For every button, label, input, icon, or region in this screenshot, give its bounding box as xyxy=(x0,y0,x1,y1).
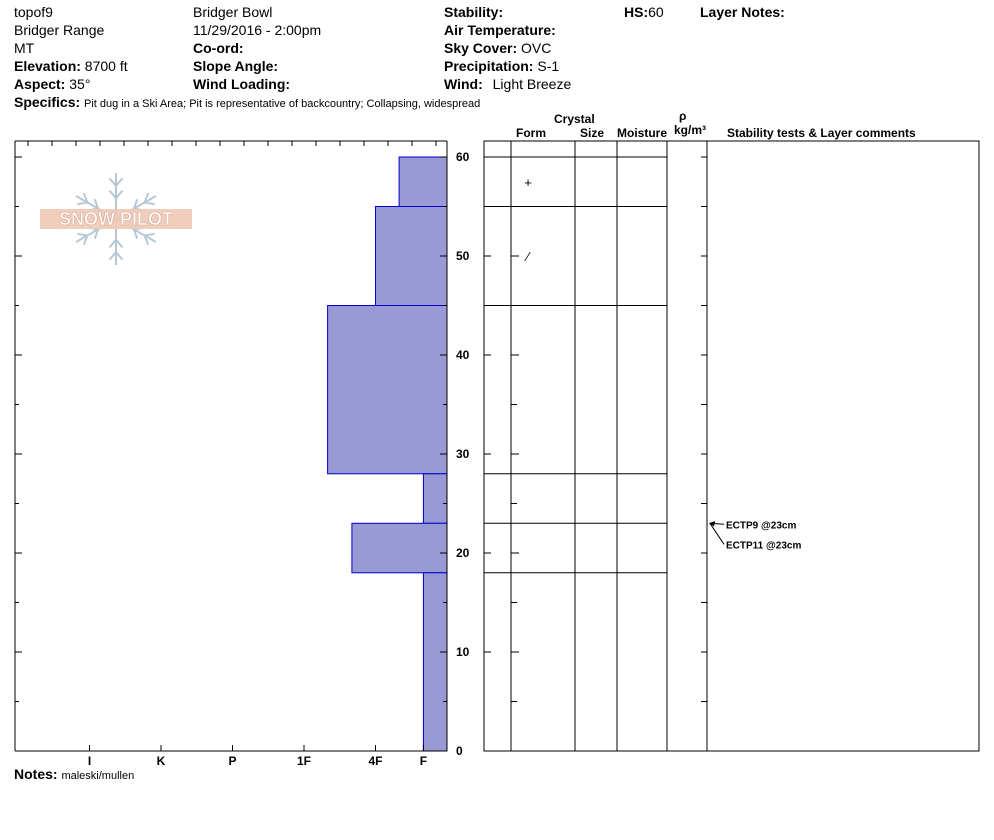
aspect-label: Aspect: xyxy=(14,76,66,92)
hardness-layer-bar-5 xyxy=(351,522,448,574)
location-name: Bridger Bowl xyxy=(193,4,273,20)
hardness-tick-label: P xyxy=(228,754,236,768)
notes-row: Notes: maleski/mullen xyxy=(14,766,134,785)
hardness-tick-label: F xyxy=(420,754,427,768)
specifics-text: Pit dug in a Ski Area; Pit is representa… xyxy=(84,98,481,110)
depth-tick-label: 40 xyxy=(456,348,470,362)
hs-row: HS:60 xyxy=(624,4,664,21)
air-temperature-label: Air Temperature: xyxy=(444,22,556,38)
snowpilot-logo-text: SNOW PILOT xyxy=(59,209,173,229)
crystal-header: Crystal xyxy=(554,112,595,126)
sky-cover-row: Sky Cover: OVC xyxy=(444,40,551,57)
hardness-layer-bar-2 xyxy=(375,206,448,306)
elevation-value: 8700 ft xyxy=(84,58,128,74)
depth-tick-label: 20 xyxy=(456,546,470,560)
crystal-form-symbol: + xyxy=(524,175,532,190)
hs-value: 60 xyxy=(648,4,664,20)
size-header: Size xyxy=(580,126,605,140)
notes-text: maleski/mullen xyxy=(61,770,135,782)
density-unit-header: kg/m³ xyxy=(674,123,707,137)
crystal-form-symbol: ⁄ xyxy=(524,249,531,264)
stability-test-label: ECTP11 @23cm xyxy=(726,540,801,551)
wind-row: Wind: Light Breeze xyxy=(444,76,571,93)
notes-label: Notes: xyxy=(14,766,58,782)
hardness-layer-bar-1 xyxy=(398,156,448,207)
slope-angle-label: Slope Angle: xyxy=(193,58,279,74)
precipitation-row: Precipitation: S-1 xyxy=(444,58,559,75)
sky-cover-value: OVC xyxy=(521,40,552,56)
stability-label: Stability: xyxy=(444,4,504,20)
snowpilot-logo: SNOW PILOT xyxy=(40,173,192,265)
aspect-row: Aspect: 35° xyxy=(14,76,90,93)
hardness-tick-label: I xyxy=(88,754,91,768)
hardness-tick-label: 1F xyxy=(297,754,311,768)
hardness-tick-label: 4F xyxy=(368,754,382,768)
moisture-header: Moisture xyxy=(617,126,668,140)
elevation-row: Elevation: 8700 ft xyxy=(14,58,128,75)
stability-tests-header: Stability tests & Layer comments xyxy=(727,126,916,140)
state-name: MT xyxy=(14,40,35,56)
stability-test-label: ECTP9 @23cm xyxy=(726,520,796,531)
layer-notes-label: Layer Notes: xyxy=(700,4,785,20)
wind-label: Wind: xyxy=(444,76,483,92)
aspect-value: 35° xyxy=(69,76,91,92)
coord-label: Co-ord: xyxy=(193,40,244,56)
hardness-layer-bar-6 xyxy=(422,572,448,752)
depth-tick-label: 30 xyxy=(456,447,470,461)
wind-loading-label: Wind Loading: xyxy=(193,76,291,92)
depth-tick-label: 50 xyxy=(456,249,470,263)
stability-test-arrow xyxy=(709,521,715,527)
hs-label: HS: xyxy=(624,4,649,20)
depth-tick-label: 60 xyxy=(456,150,470,164)
specifics-row: Specifics: Pit dug in a Ski Area; Pit is… xyxy=(14,94,480,113)
precipitation-label: Precipitation: xyxy=(444,58,534,74)
form-header: Form xyxy=(516,126,546,140)
range-name: Bridger Range xyxy=(14,22,105,38)
hardness-tick-label: K xyxy=(157,754,166,768)
stability-test-leader xyxy=(709,523,725,545)
layer-table-frame xyxy=(483,140,980,752)
wind-value: Light Breeze xyxy=(492,76,572,92)
specifics-label: Specifics: xyxy=(14,94,81,110)
hardness-layer-bar-3 xyxy=(327,305,448,475)
depth-tick-label: 10 xyxy=(456,645,470,659)
sky-cover-label: Sky Cover: xyxy=(444,40,518,56)
depth-tick-label: 0 xyxy=(456,744,463,758)
rho-header: ρ xyxy=(679,109,687,123)
elevation-label: Elevation: xyxy=(14,58,81,74)
precipitation-value: S-1 xyxy=(537,58,560,74)
observation-datetime: 11/29/2016 - 2:00pm xyxy=(193,22,322,38)
hardness-layer-bar-4 xyxy=(422,473,448,524)
pit-name: topof9 xyxy=(14,4,53,20)
